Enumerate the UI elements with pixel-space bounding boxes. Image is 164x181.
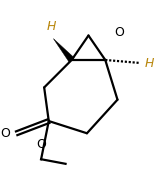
Text: O: O: [114, 26, 124, 39]
Text: H: H: [47, 20, 56, 33]
Text: H: H: [145, 56, 154, 70]
Text: O: O: [1, 127, 10, 140]
Text: O: O: [36, 138, 46, 151]
Polygon shape: [53, 39, 74, 62]
